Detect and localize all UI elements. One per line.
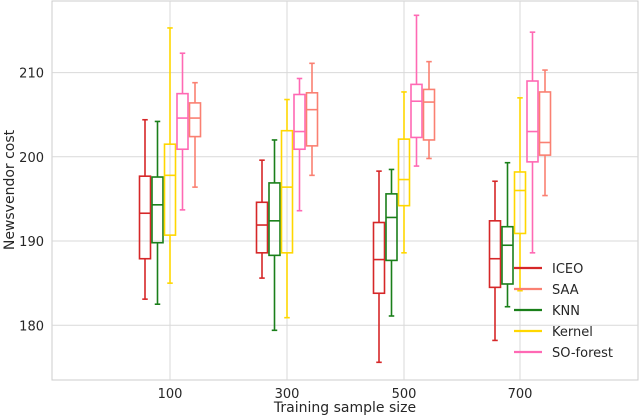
iqr-box [538,91,552,156]
box-plots [138,14,552,364]
iqr-box [501,225,514,285]
iqr-box [188,102,202,138]
box-so-forest-500 [410,14,423,167]
x-tick-label: 700 [508,387,533,402]
box-saa-300 [305,62,319,177]
box-knn-500 [385,168,398,317]
box-knn-700 [501,161,514,308]
box-iceo-700 [488,180,502,342]
y-tick-label: 210 [19,67,44,82]
iqr-box [385,193,398,262]
legend-label-so-forest: SO-forest [552,346,613,361]
iqr-box [397,138,411,207]
iqr-box [305,92,319,147]
legend-label-knn: KNN [552,304,580,319]
legend-label-iceo: ICEO [552,262,583,277]
box-kernel-100 [163,27,177,284]
box-kernel-700 [513,97,527,292]
x-axis-label: Training sample size [273,400,416,416]
box-saa-100 [188,81,202,188]
y-tick-labels: 180 190 200 210 [19,67,44,335]
y-tick-label: 180 [19,319,44,334]
box-kernel-500 [397,91,411,254]
iqr-box [410,83,423,139]
iqr-box [255,201,269,254]
box-so-forest-300 [293,77,306,212]
iqr-box [372,221,386,295]
iqr-box [138,175,152,260]
x-tick-label: 500 [392,387,417,402]
plot-area [51,0,639,381]
iqr-box [268,182,281,257]
iqr-box [526,80,539,163]
iqr-box [488,220,502,289]
box-so-forest-700 [526,31,539,254]
iqr-box [176,92,189,151]
iqr-box [151,176,164,244]
y-axis-label: Newsvendor cost [2,129,18,250]
legend-label-saa: SAA [552,283,579,298]
x-tick-labels: 100 300 500 700 [158,387,533,402]
x-tick-label: 300 [275,387,300,402]
iqr-box [280,129,294,254]
iqr-box [422,88,436,141]
legend-label-kernel: Kernel [552,325,593,340]
box-iceo-100 [138,118,152,300]
box-saa-700 [538,69,552,197]
iqr-box [293,93,306,151]
box-so-forest-100 [176,52,189,211]
box-saa-500 [422,60,436,160]
y-tick-label: 200 [19,151,44,166]
box-knn-100 [151,120,164,306]
y-tick-label: 190 [19,235,44,250]
x-tick-label: 100 [158,387,183,402]
box-iceo-300 [255,159,269,279]
box-knn-300 [268,139,281,332]
iqr-box [163,143,177,236]
iqr-box [513,171,527,235]
legend: ICEO SAA KNN Kernel SO-forest [514,262,613,361]
box-kernel-300 [280,98,294,319]
box-iceo-500 [372,170,386,364]
